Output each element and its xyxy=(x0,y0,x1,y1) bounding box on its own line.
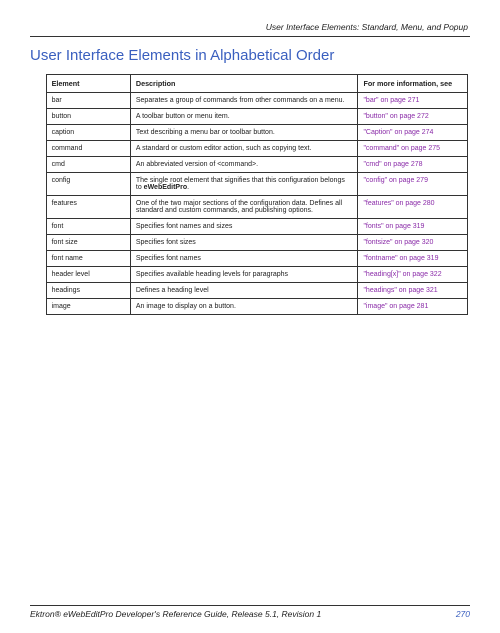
cell-element: font size xyxy=(46,235,130,251)
table-row: font sizeSpecifies font sizes "fontsize" … xyxy=(46,235,467,251)
cell-description: An abbreviated version of <command>. xyxy=(130,157,358,173)
cell-element: font xyxy=(46,219,130,235)
cell-reference: "features" on page 280 xyxy=(358,196,468,219)
cell-reference: "config" on page 279 xyxy=(358,173,468,196)
table-row: captionText describing a menu bar or too… xyxy=(46,125,467,141)
table-row: commandA standard or custom editor actio… xyxy=(46,141,467,157)
header-rule xyxy=(30,36,470,37)
cell-description: Defines a heading level xyxy=(130,283,358,299)
page-link[interactable]: "features" on page 280 xyxy=(363,200,434,207)
cell-reference: "headings" on page 321 xyxy=(358,283,468,299)
table-row: fontSpecifies font names and sizes "fonts… xyxy=(46,219,467,235)
cell-element: config xyxy=(46,173,130,196)
footer-text: Ektron® eWebEditPro Developer's Referenc… xyxy=(30,609,321,619)
cell-reference: "fontsize" on page 320 xyxy=(358,235,468,251)
page-link[interactable]: "Caption" on page 274 xyxy=(363,129,433,136)
cell-element: button xyxy=(46,109,130,125)
page-title: User Interface Elements in Alphabetical … xyxy=(30,47,470,64)
cell-description: Specifies font names xyxy=(130,251,358,267)
cell-element: bar xyxy=(46,93,130,109)
page-link[interactable]: "config" on page 279 xyxy=(363,177,428,184)
cell-element: command xyxy=(46,141,130,157)
cell-element: image xyxy=(46,299,130,315)
cell-reference: "fonts" on page 319 xyxy=(358,219,468,235)
cell-description: One of the two major sections of the con… xyxy=(130,196,358,219)
cell-description: An image to display on a button. xyxy=(130,299,358,315)
cell-description: Separates a group of commands from other… xyxy=(130,93,358,109)
cell-description: Specifies font names and sizes xyxy=(130,219,358,235)
cell-reference: "bar" on page 271 xyxy=(358,93,468,109)
cell-reference: "heading[x]" on page 322 xyxy=(358,267,468,283)
page-link[interactable]: "bar" on page 271 xyxy=(363,97,419,104)
cell-reference: "image" on page 281 xyxy=(358,299,468,315)
page-footer: Ektron® eWebEditPro Developer's Referenc… xyxy=(30,605,470,619)
table-row: imageAn image to display on a button. "im… xyxy=(46,299,467,315)
cell-reference: "Caption" on page 274 xyxy=(358,125,468,141)
table-row: configThe single root element that signi… xyxy=(46,173,467,196)
page-link[interactable]: "fonts" on page 319 xyxy=(363,223,424,230)
table-row: buttonA toolbar button or menu item. "but… xyxy=(46,109,467,125)
col-element: Element xyxy=(46,75,130,93)
table-row: cmdAn abbreviated version of <command>. "… xyxy=(46,157,467,173)
cell-description: Specifies font sizes xyxy=(130,235,358,251)
col-reference: For more information, see xyxy=(358,75,468,93)
cell-element: headings xyxy=(46,283,130,299)
page-link[interactable]: "heading[x]" on page 322 xyxy=(363,271,441,278)
cell-reference: "command" on page 275 xyxy=(358,141,468,157)
cell-element: features xyxy=(46,196,130,219)
cell-reference: "fontname" on page 319 xyxy=(358,251,468,267)
page-link[interactable]: "fontsize" on page 320 xyxy=(363,239,433,246)
page-number: 270 xyxy=(456,609,470,619)
cell-description: A standard or custom editor action, such… xyxy=(130,141,358,157)
cell-description: Text describing a menu bar or toolbar bu… xyxy=(130,125,358,141)
page-link[interactable]: "command" on page 275 xyxy=(363,145,440,152)
running-header: User Interface Elements: Standard, Menu,… xyxy=(30,22,470,32)
table-row: barSeparates a group of commands from ot… xyxy=(46,93,467,109)
cell-element: cmd xyxy=(46,157,130,173)
cell-description: The single root element that signifies t… xyxy=(130,173,358,196)
table-header-row: Element Description For more information… xyxy=(46,75,467,93)
cell-element: caption xyxy=(46,125,130,141)
cell-element: header level xyxy=(46,267,130,283)
cell-reference: "cmd" on page 278 xyxy=(358,157,468,173)
page-link[interactable]: "fontname" on page 319 xyxy=(363,255,438,262)
page-link[interactable]: "cmd" on page 278 xyxy=(363,161,422,168)
elements-table: Element Description For more information… xyxy=(46,74,468,315)
page-link[interactable]: "image" on page 281 xyxy=(363,303,428,310)
table-row: font nameSpecifies font names "fontname" … xyxy=(46,251,467,267)
cell-description: Specifies available heading levels for p… xyxy=(130,267,358,283)
page-link[interactable]: "headings" on page 321 xyxy=(363,287,437,294)
page-link[interactable]: "button" on page 272 xyxy=(363,113,428,120)
page: User Interface Elements: Standard, Menu,… xyxy=(0,0,500,633)
table-row: header levelSpecifies available heading … xyxy=(46,267,467,283)
cell-reference: "button" on page 272 xyxy=(358,109,468,125)
cell-element: font name xyxy=(46,251,130,267)
cell-description: A toolbar button or menu item. xyxy=(130,109,358,125)
table-row: headingsDefines a heading level "headings… xyxy=(46,283,467,299)
col-description: Description xyxy=(130,75,358,93)
table-row: featuresOne of the two major sections of… xyxy=(46,196,467,219)
